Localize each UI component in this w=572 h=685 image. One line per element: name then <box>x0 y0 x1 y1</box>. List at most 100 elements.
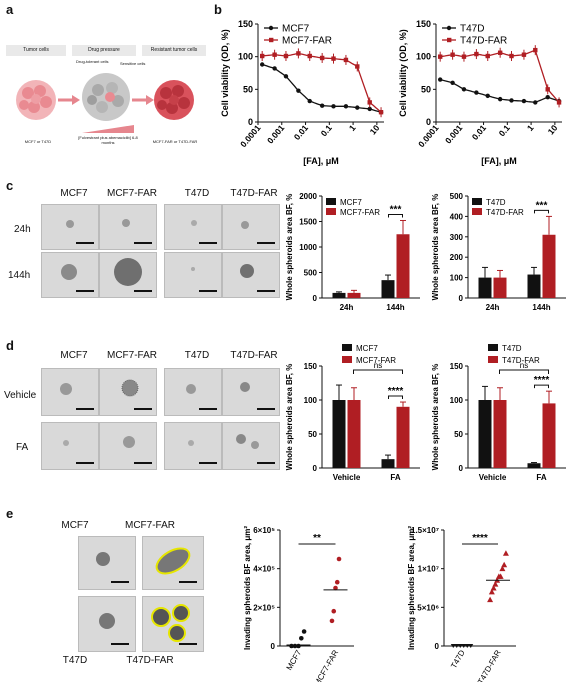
row-title-d-fa: FA <box>16 442 29 453</box>
y-tick-label: 100 <box>238 52 253 62</box>
legend-label: MCF7 <box>282 24 310 35</box>
y-tick-label: 100 <box>416 52 431 62</box>
col-title-c-mcf7far: MCF7-FAR <box>107 188 157 199</box>
x-tick-label: FA <box>390 473 400 482</box>
data-point <box>296 643 301 649</box>
resistant-cluster <box>154 80 194 120</box>
significance-label: *** <box>390 204 402 215</box>
micro-c-mcf7far-144h <box>99 252 157 298</box>
y-tick-label: 50 <box>308 430 317 439</box>
y-tick-label: 100 <box>450 396 464 405</box>
significance-label: **** <box>472 533 488 544</box>
legend-label: T47D <box>460 24 484 35</box>
panel-label-e: e <box>6 506 14 521</box>
legend-swatch <box>472 208 482 215</box>
data-point <box>545 87 550 92</box>
x-tick-label: MCF7-FAR <box>312 648 340 682</box>
micro-d-t47dfar-fa <box>222 422 280 470</box>
microscopy-c: MCF7 MCF7-FAR T47D T47D-FAR 24h 144h <box>0 188 280 313</box>
chart-c-left: 0 500 1000 1500 2000 Whole spheroids area BF,… <box>285 192 420 312</box>
row-title-d-vehicle: Vehicle <box>4 390 37 401</box>
label-e-t47d: T47D <box>62 655 88 666</box>
data-point <box>499 565 506 572</box>
y-tick-label: 50 <box>421 84 431 94</box>
col-title-c-t47dfar: T47D-FAR <box>230 188 278 199</box>
data-point <box>556 100 562 105</box>
y-tick-label: 0 <box>459 464 464 473</box>
bar <box>396 234 410 298</box>
significance-bracket <box>499 369 549 374</box>
micro-c-mcf7-24h <box>41 204 99 250</box>
x-tick-label: T47D <box>449 648 467 670</box>
data-point <box>336 556 342 562</box>
y-tick-label: 400 <box>450 212 464 221</box>
bar <box>381 459 395 468</box>
x-tick-label: Vehicle <box>333 473 361 482</box>
significance-label: **** <box>388 386 404 397</box>
data-point <box>331 104 336 109</box>
data-point <box>329 618 335 624</box>
data-point <box>296 51 301 56</box>
panel-label-a: a <box>6 2 14 17</box>
panel-label-c: c <box>6 178 14 193</box>
x-tick-label: 24h <box>486 303 500 312</box>
schematic-panel: Tumor cells Drug pressure Resistant tumo… <box>6 45 206 155</box>
row-title-c-144h: 144h <box>8 270 31 281</box>
legend-marker <box>269 37 274 43</box>
data-point <box>272 52 277 57</box>
col-title-c-t47d: T47D <box>184 188 210 199</box>
micro-e-mcf7 <box>78 536 136 590</box>
x-axis-label: [FA], μM <box>303 156 339 166</box>
data-point <box>474 90 479 95</box>
y-tick-label: 150 <box>304 362 318 371</box>
y-tick-label: 1000 <box>299 243 317 252</box>
micro-d-mcf7-vehicle <box>41 368 99 416</box>
label-e-mcf7: MCF7 <box>61 520 89 531</box>
data-point <box>307 53 312 59</box>
significance-bracket <box>353 369 403 374</box>
cell-label-drug-tolerant: Drug-tolerant cells <box>76 59 109 64</box>
x-tick-label: 1 <box>525 123 536 133</box>
data-point <box>259 53 265 59</box>
significance-label: ns <box>374 361 382 370</box>
data-point <box>355 105 360 110</box>
data-point <box>437 77 443 82</box>
legend-label: T47D <box>502 344 522 353</box>
bar <box>527 463 541 468</box>
micro-c-mcf7-144h <box>41 252 99 298</box>
data-point <box>474 51 479 57</box>
legend-label: MCF7-FAR <box>340 208 380 217</box>
drug-pressure-cluster <box>82 73 130 121</box>
y-axis-label: Invading spheroids BF area, μm² <box>243 526 252 650</box>
row-title-c-24h: 24h <box>14 224 31 235</box>
significance-bracket <box>534 209 549 214</box>
micro-c-t47dfar-24h <box>222 204 280 250</box>
data-point <box>333 585 338 591</box>
y-axis-label: Invading spheroids BF area, μm² <box>407 526 416 650</box>
fit-line-1 <box>440 49 561 103</box>
bar <box>493 400 507 468</box>
x-tick-label: 0.01 <box>470 123 488 142</box>
x-tick-label: 0.1 <box>497 123 512 139</box>
data-point <box>533 100 538 105</box>
y-tick-label: 150 <box>238 19 253 29</box>
legend-label: T47D <box>486 198 506 207</box>
stage-bg-3 <box>142 45 206 56</box>
x-tick-label: 0.0001 <box>416 123 441 150</box>
y-tick-label: 1.5×10⁷ <box>411 526 439 535</box>
data-point <box>497 96 503 102</box>
data-point <box>283 53 289 59</box>
legend-label: T47D-FAR <box>486 208 524 217</box>
micro-d-mcf7far-vehicle <box>99 368 157 416</box>
micro-d-t47d-vehicle <box>164 368 222 416</box>
y-tick-label: 0 <box>435 642 440 651</box>
x-tick-label: 144h <box>532 303 550 312</box>
significance-label: *** <box>536 200 548 211</box>
micro-c-t47d-144h <box>164 252 222 298</box>
y-axis-label: Whole spheroids area BF, % <box>431 194 440 301</box>
bar <box>347 292 361 298</box>
y-tick-label: 300 <box>450 233 464 242</box>
y-tick-label: 0 <box>426 117 431 127</box>
bar <box>347 400 361 468</box>
